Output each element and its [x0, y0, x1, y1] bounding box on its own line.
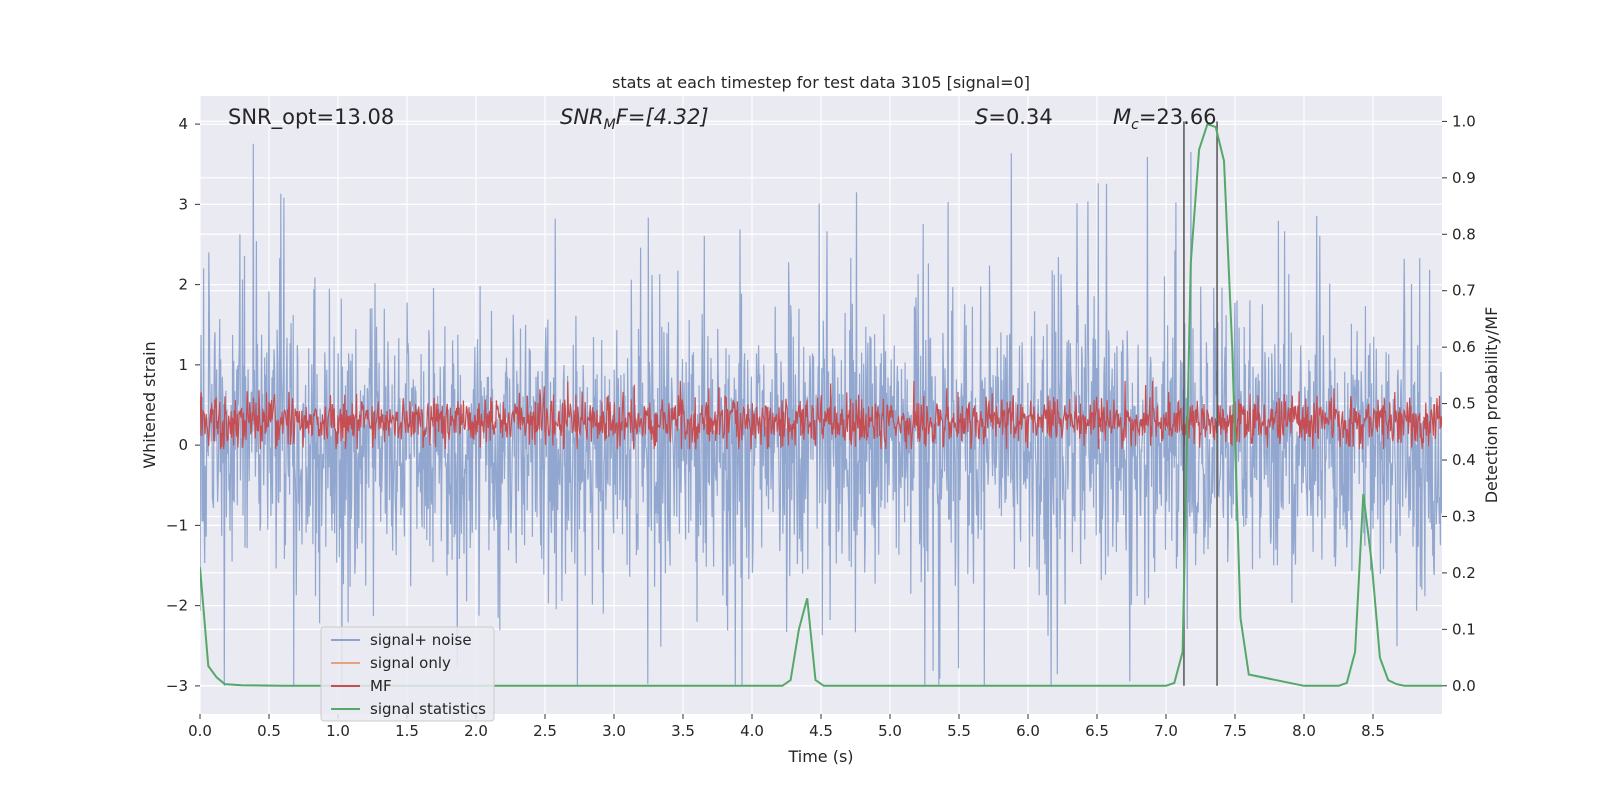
- y-axis-right-ticks: 1.0 0.9 0.8 0.7 0.6 0.5 0.4 0.3 0.2 0.1 0.0: [1442, 112, 1476, 695]
- y-axis-label: Whitened strain: [140, 341, 159, 468]
- plot-area: [200, 121, 1442, 687]
- legend: signal+ noise signal only MF signal stat…: [320, 626, 495, 722]
- snr-mf-rest: F=[4.32]: [616, 105, 709, 129]
- snr-mf-sub: M: [604, 117, 616, 133]
- annotation-s: S=0.34: [975, 105, 1053, 129]
- y-tick-label-0: 4: [178, 115, 188, 133]
- y-right-tick-label-6: 0.4: [1452, 451, 1476, 469]
- mc-base: M: [1113, 105, 1131, 129]
- x-tick-label-8: 4.0: [740, 722, 764, 740]
- snr-mf-base: SNR: [560, 105, 604, 129]
- s-label: S: [975, 105, 988, 129]
- y-tick-label-2: 2: [178, 276, 188, 294]
- chart-title: stats at each timestep for test data 310…: [612, 73, 1030, 92]
- annotation-snr-mf: SNRMF=[4.32]: [560, 105, 709, 133]
- x-tick-label-13: 6.5: [1085, 722, 1109, 740]
- x-tick-label-9: 4.5: [809, 722, 833, 740]
- y-right-tick-label-7: 0.3: [1452, 507, 1476, 525]
- x-tick-label-17: 8.5: [1361, 722, 1385, 740]
- y-tick-label-1: 3: [178, 195, 188, 213]
- y-tick-label-7: −3: [166, 677, 188, 695]
- y-right-tick-label-10: 0.0: [1452, 677, 1476, 695]
- y-tick-label-5: −1: [166, 516, 188, 534]
- x-tick-label-11: 5.5: [947, 722, 971, 740]
- y-right-tick-label-9: 0.1: [1452, 620, 1476, 638]
- x-tick-label-14: 7.0: [1154, 722, 1178, 740]
- y-axis-right-label: Detection probability/MF: [1482, 307, 1501, 504]
- y-tick-label-4: 0: [178, 436, 188, 454]
- x-tick-label-12: 6.0: [1016, 722, 1040, 740]
- y-tick-label-6: −2: [166, 597, 188, 615]
- x-tick-label-7: 3.5: [671, 722, 695, 740]
- x-tick-label-0: 0.0: [188, 722, 212, 740]
- series-mf: [200, 380, 1442, 450]
- x-tick-label-3: 1.5: [395, 722, 419, 740]
- y-right-tick-label-5: 0.5: [1452, 395, 1476, 413]
- x-tick-label-5: 2.5: [533, 722, 557, 740]
- x-tick-label-16: 8.0: [1292, 722, 1316, 740]
- signal-noise-line: [200, 143, 1442, 686]
- legend-box: [320, 626, 495, 722]
- mc-sub: c: [1131, 117, 1139, 133]
- legend-entry-signal-only: signal only: [370, 654, 451, 672]
- x-tick-label-4: 2.0: [464, 722, 488, 740]
- x-tick-label-1: 0.5: [257, 722, 281, 740]
- y-right-tick-label-3: 0.7: [1452, 282, 1476, 300]
- y-right-tick-label-2: 0.8: [1452, 225, 1476, 243]
- y-right-tick-label-4: 0.6: [1452, 338, 1476, 356]
- legend-entry-signal-noise: signal+ noise: [370, 631, 472, 649]
- y-right-tick-label-0: 1.0: [1452, 112, 1476, 130]
- y-axis-ticks: 4 3 2 1 0 −1 −2 −3: [166, 115, 200, 695]
- y-right-tick-label-8: 0.2: [1452, 564, 1476, 582]
- x-axis-ticks: 0.0 0.5 1.0 1.5 2.0 2.5 3.0 3.5 4.0 4.5 5.0 5.5 6.0 6…: [188, 714, 1385, 740]
- legend-entry-signal-statistics: signal statistics: [370, 700, 486, 718]
- y-right-tick-label-1: 0.9: [1452, 169, 1476, 187]
- s-value: =0.34: [988, 105, 1052, 129]
- x-tick-label-15: 7.5: [1223, 722, 1247, 740]
- mc-value: =23.66: [1139, 105, 1217, 129]
- series-signal-noise: [200, 143, 1442, 686]
- x-axis-label: Time (s): [787, 747, 853, 766]
- x-tick-label-10: 5.0: [878, 722, 902, 740]
- mf-line: [200, 380, 1442, 450]
- annotation-snr-opt: SNR_opt=13.08: [228, 105, 394, 130]
- y-tick-label-3: 1: [178, 356, 188, 374]
- annotation-mc: Mc=23.66: [1113, 105, 1217, 133]
- x-tick-label-2: 1.0: [326, 722, 350, 740]
- x-tick-label-6: 3.0: [602, 722, 626, 740]
- legend-entry-mf: MF: [370, 677, 392, 695]
